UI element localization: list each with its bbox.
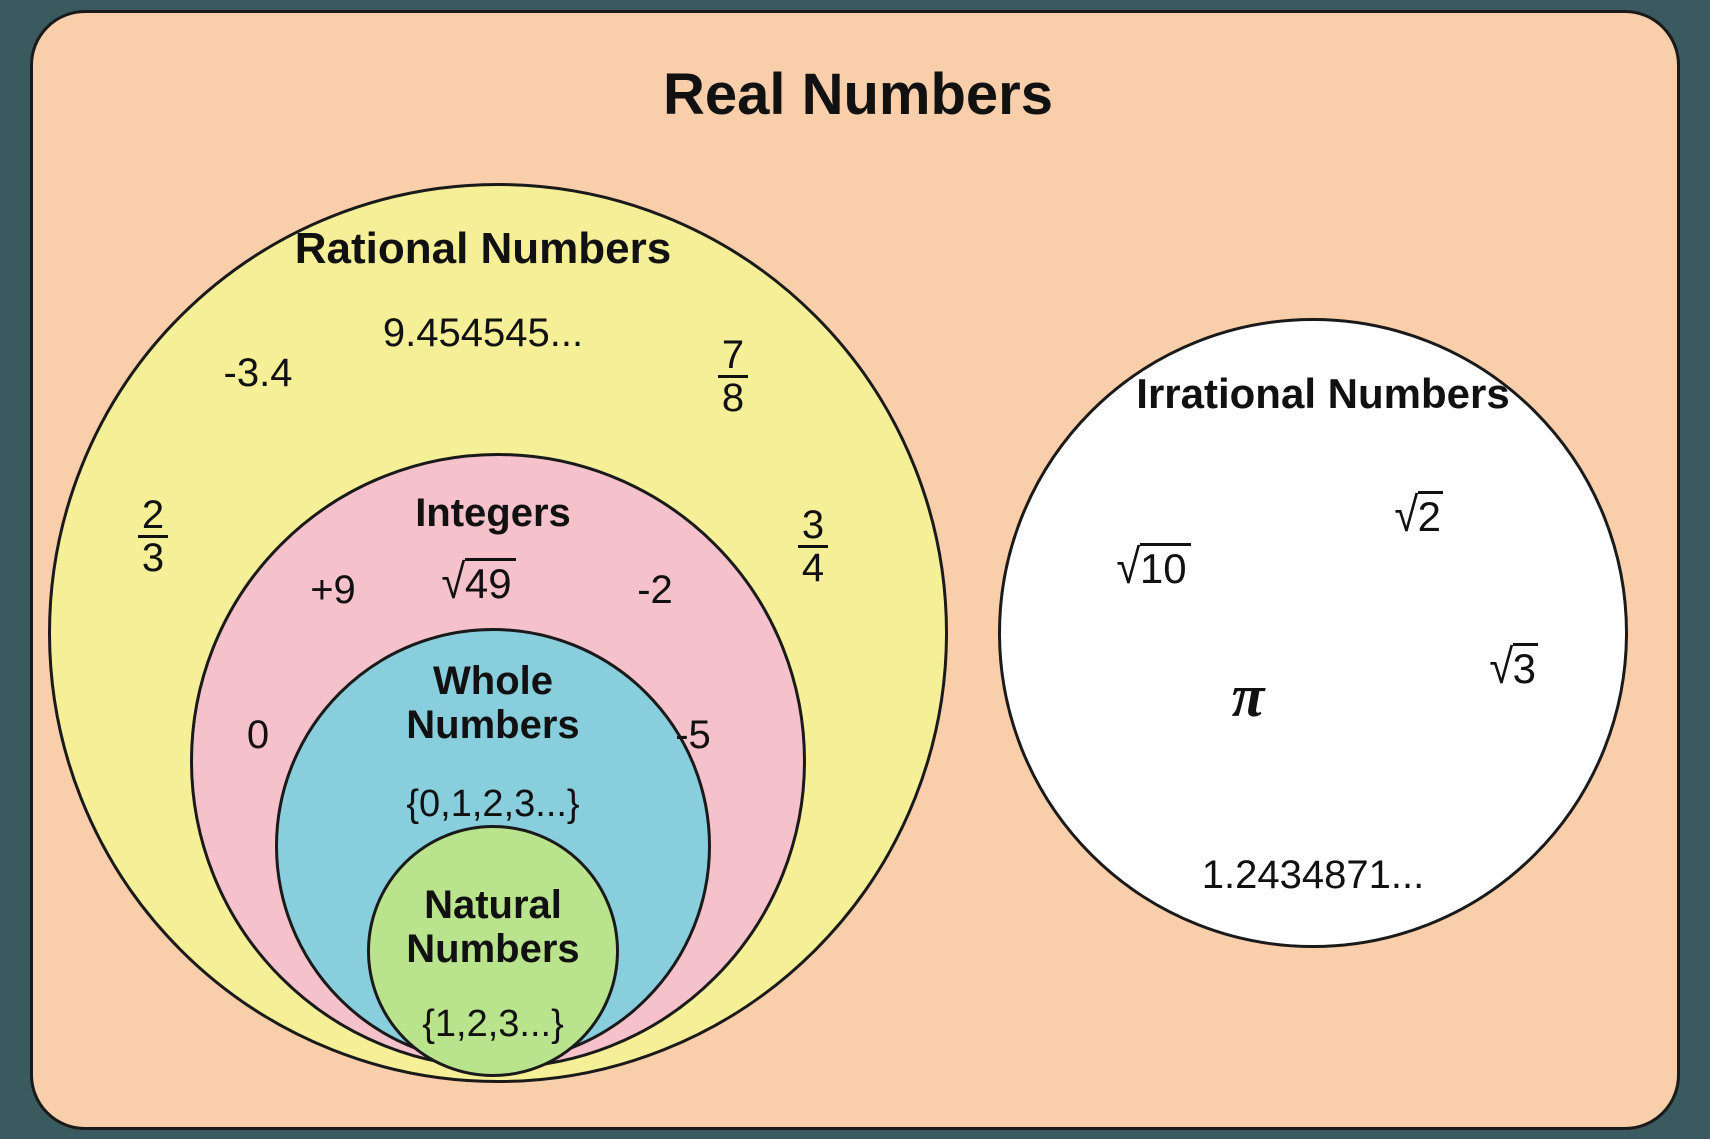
- whole-example: {0,1,2,3...}: [293, 783, 693, 826]
- integers-example: -5: [493, 713, 893, 758]
- irrational-example: 1.2434871...: [1113, 853, 1513, 898]
- irrational-label: Irrational Numbers: [1023, 371, 1623, 417]
- integers-example: 0: [58, 713, 458, 758]
- real-numbers-title: Real Numbers: [558, 63, 1158, 127]
- rational-example: -3.4: [58, 351, 458, 396]
- natural-label: Natural Numbers: [193, 883, 793, 971]
- irrational-example: √10: [953, 543, 1353, 593]
- rational-label: Rational Numbers: [183, 225, 783, 273]
- irrational-example: π: [1048, 661, 1448, 731]
- real-numbers-container: Real Numbers Rational Numbers Integers W…: [30, 10, 1680, 1130]
- irrational-example: √2: [1218, 491, 1618, 541]
- rational-example: 78: [533, 333, 933, 418]
- integers-example: -2: [455, 568, 855, 613]
- natural-example: {1,2,3...}: [293, 1003, 693, 1046]
